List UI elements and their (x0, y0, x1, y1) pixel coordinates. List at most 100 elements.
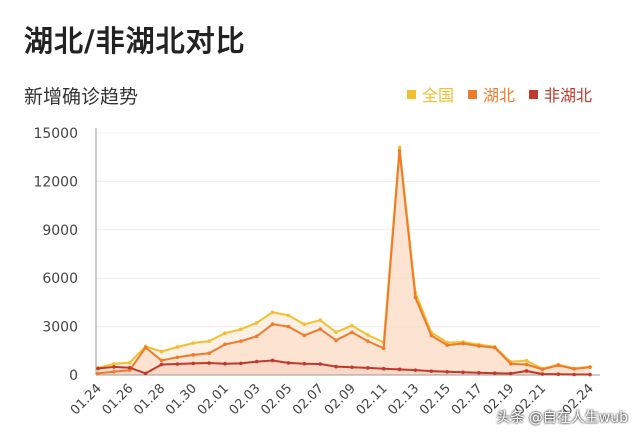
data-point-non-hubei (112, 365, 116, 369)
data-point-hubei (540, 367, 545, 372)
data-point-hubei (270, 322, 275, 326)
x-tick-label: 02.17 (449, 381, 486, 418)
data-point-non-hubei (239, 361, 243, 366)
data-point-national (112, 362, 116, 366)
data-point-hubei (492, 345, 497, 350)
x-tick-label: 02.13 (385, 381, 422, 418)
data-point-non-hubei (381, 366, 386, 371)
data-point-non-hubei (397, 367, 402, 372)
y-tick-label: 15000 (33, 126, 78, 142)
x-tick-label: 02.03 (227, 381, 264, 418)
legend-item[interactable]: 全国 (406, 82, 454, 106)
data-point-hubei (508, 361, 513, 366)
x-tick-label: 02.07 (290, 381, 327, 418)
data-point-hubei (413, 295, 418, 300)
data-point-national (366, 333, 370, 337)
data-point-hubei (96, 371, 100, 376)
data-point-hubei (381, 346, 386, 351)
data-point-non-hubei (540, 372, 545, 376)
data-point-hubei (556, 363, 561, 368)
data-point-hubei (112, 369, 116, 374)
data-point-hubei (318, 327, 322, 331)
data-point-national (286, 313, 291, 318)
x-tick-label: 01.28 (131, 381, 168, 418)
data-point-non-hubei (445, 369, 449, 374)
data-point-national (318, 318, 322, 322)
data-point-hubei (477, 344, 481, 348)
data-point-non-hubei (96, 366, 100, 371)
data-point-national (159, 349, 164, 354)
data-point-hubei (397, 148, 402, 153)
data-point-hubei (175, 355, 180, 360)
data-point-hubei (239, 339, 243, 343)
data-point-non-hubei (413, 368, 418, 372)
y-tick-label: 0 (69, 368, 78, 384)
data-point-non-hubei (318, 362, 322, 366)
data-point-hubei (524, 362, 529, 367)
y-tick-label: 9000 (42, 223, 78, 239)
x-tick-label: 02.15 (417, 381, 454, 418)
legend-swatch (406, 89, 416, 99)
legend-label: 湖北 (482, 86, 515, 105)
legend-swatch (528, 89, 538, 99)
watermark: 头条 @自在人生wub (496, 410, 628, 426)
data-point-non-hubei (223, 361, 227, 366)
data-point-hubei (588, 365, 592, 370)
chart-title: 湖北/非湖北对比 (24, 24, 246, 58)
data-point-hubei (191, 353, 196, 357)
legend-item[interactable]: 湖北 (467, 82, 515, 106)
data-point-hubei (572, 367, 576, 371)
data-point-hubei (254, 334, 259, 339)
data-point-non-hubei (286, 361, 291, 365)
data-point-national (524, 358, 529, 363)
data-point-hubei (461, 341, 465, 346)
x-tick-label: 02.05 (258, 381, 295, 418)
x-tick-label: 02.09 (322, 381, 359, 418)
data-point-non-hubei (254, 359, 259, 364)
data-point-national (207, 339, 211, 343)
data-point-non-hubei (429, 369, 434, 373)
area-hubei (98, 150, 590, 375)
data-point-national (302, 322, 307, 327)
data-point-hubei (350, 330, 354, 335)
data-point-national (254, 321, 259, 325)
chart-subtitle: 新增确诊趋势 (24, 86, 139, 108)
x-tick-label: 02.01 (195, 381, 232, 418)
y-tick-label: 6000 (42, 271, 78, 287)
data-point-non-hubei (556, 372, 561, 376)
legend-label: 全国 (421, 86, 454, 105)
data-point-non-hubei (302, 361, 307, 366)
data-point-national (175, 345, 180, 349)
data-point-hubei (159, 358, 164, 363)
data-point-hubei (334, 338, 338, 343)
data-point-non-hubei (159, 362, 164, 367)
data-point-hubei (445, 343, 449, 347)
data-point-hubei (223, 342, 227, 347)
data-point-national (334, 330, 338, 334)
data-point-national (397, 145, 402, 150)
data-point-non-hubei (508, 371, 513, 376)
series-line-hubei (97, 149, 591, 375)
data-point-non-hubei (270, 358, 275, 363)
data-point-national (239, 327, 243, 332)
data-point-hubei (143, 345, 148, 350)
data-point-non-hubei (143, 371, 148, 376)
data-point-hubei (429, 333, 434, 338)
data-point-non-hubei (127, 365, 132, 370)
data-point-non-hubei (572, 372, 576, 377)
legend-swatch (467, 89, 477, 99)
x-tick-label: 02.11 (354, 381, 391, 418)
data-point-non-hubei (588, 372, 592, 377)
data-point-non-hubei (524, 369, 529, 373)
x-tick-label: 01.30 (163, 381, 200, 418)
data-point-non-hubei (334, 364, 338, 369)
legend-item[interactable]: 非湖北 (528, 82, 592, 106)
data-point-hubei (302, 333, 307, 338)
data-point-non-hubei (350, 365, 354, 370)
x-tick-label: 01.24 (68, 381, 105, 418)
data-point-national (223, 331, 227, 336)
data-point-non-hubei (492, 371, 497, 376)
legend: 全国 湖北 非湖北 (406, 82, 592, 106)
data-point-hubei (207, 351, 211, 356)
